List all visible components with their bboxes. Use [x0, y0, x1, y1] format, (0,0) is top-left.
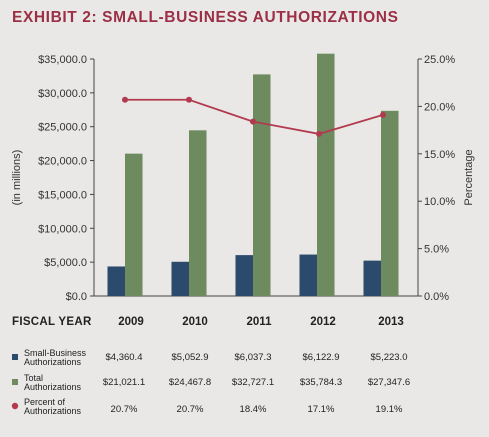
y-tick-label: $5,000.0 [44, 257, 87, 269]
bar-total [317, 53, 335, 297]
y-tick-label: $20,000.0 [38, 156, 87, 168]
bar-small-business [235, 255, 253, 296]
legend-swatch-small-business [12, 354, 18, 360]
bar-total [253, 74, 271, 296]
y-tick-label: $30,000.0 [38, 88, 87, 100]
table-cell: $21,021.1 [103, 377, 145, 388]
table-cell: 20.7% [111, 404, 138, 415]
row-label-line1: Small-Business [24, 348, 87, 358]
percent-point [122, 96, 128, 103]
table-cell: 20.7% [177, 404, 204, 415]
y-tick-label: $35,000.0 [38, 54, 87, 66]
percent-point [316, 130, 322, 137]
table-cell: 19.1% [376, 404, 403, 415]
year-label: 2010 [182, 316, 208, 328]
row-label-line2: Authorizations [24, 357, 82, 367]
chart-title: EXHIBIT 2: SMALL-BUSINESS AUTHORIZATIONS [12, 9, 399, 26]
year-label: 2009 [118, 316, 144, 328]
y2-tick-label: 10.0% [424, 196, 455, 208]
table-cell: $6,037.3 [235, 352, 272, 363]
y2-tick-label: 20.0% [424, 101, 455, 113]
y2-tick-label: 0.0% [424, 291, 449, 303]
percent-point [250, 118, 256, 125]
year-label: 2013 [378, 316, 404, 328]
table-cell: $5,052.9 [172, 352, 209, 363]
percent-point [380, 111, 386, 118]
table-cell: $6,122.9 [303, 352, 340, 363]
bar-small-business [171, 261, 189, 296]
table-cell: 18.4% [240, 404, 267, 415]
y-axis-title: (in millions) [11, 150, 23, 206]
table-cell: 17.1% [308, 404, 335, 415]
y-tick-label: $15,000.0 [38, 189, 87, 201]
y2-axis-title: Percentage [463, 149, 475, 205]
table-cell: $32,727.1 [232, 377, 274, 388]
bar-small-business [107, 266, 125, 296]
y2-tick-label: 25.0% [424, 54, 455, 66]
row-label-line2: Authorizations [24, 382, 82, 392]
table-cell: $4,360.4 [106, 352, 143, 363]
bar-small-business [299, 254, 317, 296]
table-cell: $35,784.3 [300, 377, 342, 388]
fiscal-year-label: FISCAL YEAR [12, 316, 92, 328]
bar-small-business [363, 260, 381, 296]
row-label-line1: Percent of [24, 397, 66, 407]
table-cell: $24,467.8 [169, 377, 211, 388]
percent-point [186, 96, 192, 103]
table-cell: $27,347.6 [368, 377, 410, 388]
y2-tick-label: 5.0% [424, 244, 449, 256]
bar-total [189, 130, 207, 296]
year-label: 2011 [247, 316, 273, 328]
row-label-line2: Authorizations [24, 406, 82, 416]
legend-swatch-percent [11, 402, 19, 410]
y-tick-label: $0.0 [66, 291, 87, 303]
y2-tick-label: 15.0% [424, 149, 455, 161]
bar-total [381, 110, 399, 296]
row-label-line1: Total [24, 373, 43, 383]
bar-total [125, 153, 143, 296]
year-label: 2012 [310, 316, 336, 328]
y-tick-label: $10,000.0 [38, 223, 87, 235]
legend-swatch-total [12, 379, 18, 385]
y-tick-label: $25,000.0 [38, 122, 87, 134]
table-cell: $5,223.0 [371, 352, 408, 363]
